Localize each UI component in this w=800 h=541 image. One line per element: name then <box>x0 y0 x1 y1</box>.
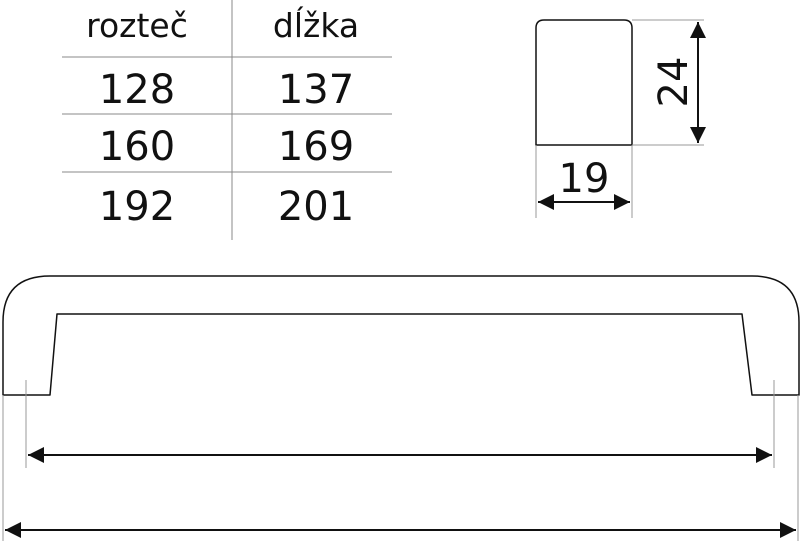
header-length: dĺžka <box>273 5 359 45</box>
cross-section: 24 19 <box>535 19 706 218</box>
table-cell-length: 201 <box>278 184 354 230</box>
handle-outline <box>2 275 800 396</box>
handle-side-view <box>2 275 800 541</box>
dimension-table: rozteč dĺžka 128 137 160 169 192 201 <box>62 0 392 240</box>
table-cell-spacing: 128 <box>99 67 175 113</box>
header-spacing: rozteč <box>86 6 188 45</box>
table-cell-length: 137 <box>278 67 354 113</box>
cross-section-profile <box>535 19 633 146</box>
table-cell-spacing: 192 <box>99 184 175 230</box>
table-cell-length: 169 <box>278 124 354 170</box>
width-dimension-label: 19 <box>559 156 610 202</box>
table-cell-spacing: 160 <box>99 124 175 170</box>
height-dimension-label: 24 <box>651 57 697 108</box>
